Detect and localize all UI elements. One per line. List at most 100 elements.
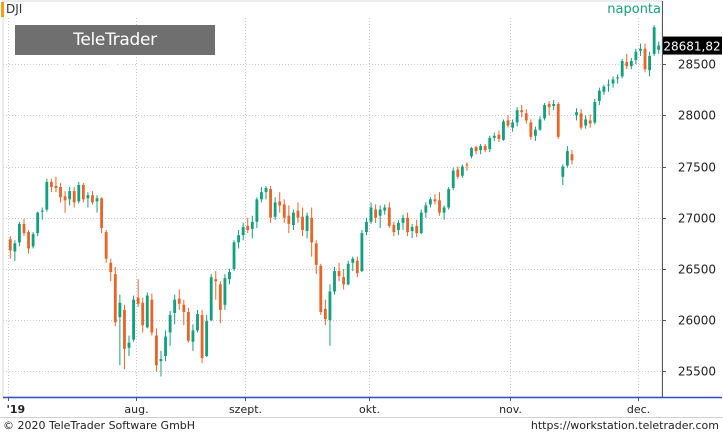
candle-body [8,239,12,251]
candle-body [200,315,204,359]
candle-body [397,222,400,231]
interval-label[interactable]: naponta [607,2,661,17]
candle-body [118,302,122,318]
website-url[interactable]: https://workstation.teletrader.com [530,419,719,432]
candle-body [479,146,483,151]
candle-body [447,189,451,208]
candle-body [584,119,588,126]
candle-body [460,166,464,176]
candle-body [488,137,492,150]
candle-body [287,215,291,224]
x-tick-label: nov. [499,403,522,416]
candle-body [232,242,236,269]
candle-body [570,154,574,161]
candle-body [346,263,350,285]
candle-body [575,112,578,116]
candle-body [81,184,85,200]
candle-body [191,330,195,342]
candle-body [616,77,620,79]
candle-body [648,55,651,71]
candle-body [524,113,528,121]
candle-body [634,51,638,60]
candle-body [401,217,405,223]
candle-body [433,199,437,202]
candle-body [406,217,409,233]
candle-body [127,342,131,348]
candle-body [260,192,263,200]
candle-body [483,146,487,151]
y-tick-label: 27500 [678,161,716,175]
y-tick-label: 26500 [678,263,716,277]
candle-body [593,101,597,123]
candle-body [154,335,158,366]
candle-body [355,260,359,274]
candle-body [182,304,186,312]
candle-body [196,314,199,331]
candle-body [337,271,341,277]
candle-body [419,212,423,234]
candle-body [643,48,647,70]
symbol-color-marker [1,2,4,17]
candle-body [77,184,81,202]
candle-body [18,223,21,243]
candle-body [565,151,569,166]
candle-body [383,207,387,211]
candle-body [109,262,113,273]
candle-body [625,62,629,67]
candle-body [205,321,209,357]
candle-body [456,169,460,177]
candle-body [543,105,546,119]
last-price-label: 28681,82 [663,40,720,54]
candle-body [556,104,560,137]
candle-body [273,202,277,217]
candle-body [607,84,610,86]
candle-body [36,212,40,234]
candle-body [620,61,624,77]
candle-body [392,224,396,233]
candle-body [168,315,172,333]
y-tick-label: 27000 [678,212,716,226]
candle-body [86,195,90,199]
x-tick-label: aug. [124,403,148,416]
candle-body [319,265,323,312]
candles [8,25,661,377]
candle-body [424,205,428,213]
candle-body [515,110,519,123]
candle-body [333,271,336,292]
candle-body [529,122,533,137]
candle-body [387,207,391,226]
candle-body [588,120,592,124]
candle-body [351,258,355,263]
candle-body [474,147,478,152]
candle-body [255,199,259,222]
candle-body [639,48,642,51]
candle-body [228,272,231,280]
candle-body [657,45,661,50]
candle-body [428,199,432,205]
candle-body [209,277,213,321]
y-tick-label: 25500 [678,365,716,379]
candle-body [54,185,58,189]
last-price-box [663,36,722,55]
candle-body [534,129,537,136]
candle-body [538,119,542,130]
candle-body [410,226,414,232]
candle-body [282,204,286,218]
y-tick-label: 28500 [678,58,716,72]
candle-body [141,302,145,326]
candle-body [314,243,318,265]
candle-body [68,191,72,200]
candle-body [291,212,295,225]
candle-body [451,170,455,189]
candle-body [511,122,515,128]
candle-body [470,148,473,157]
candle-body [104,232,108,259]
candle-body [250,221,254,230]
candle-body [214,279,218,282]
candle-body [611,79,615,84]
candle-body [100,198,104,228]
candle-body [365,221,368,233]
symbol-label[interactable]: DJI [6,2,23,16]
